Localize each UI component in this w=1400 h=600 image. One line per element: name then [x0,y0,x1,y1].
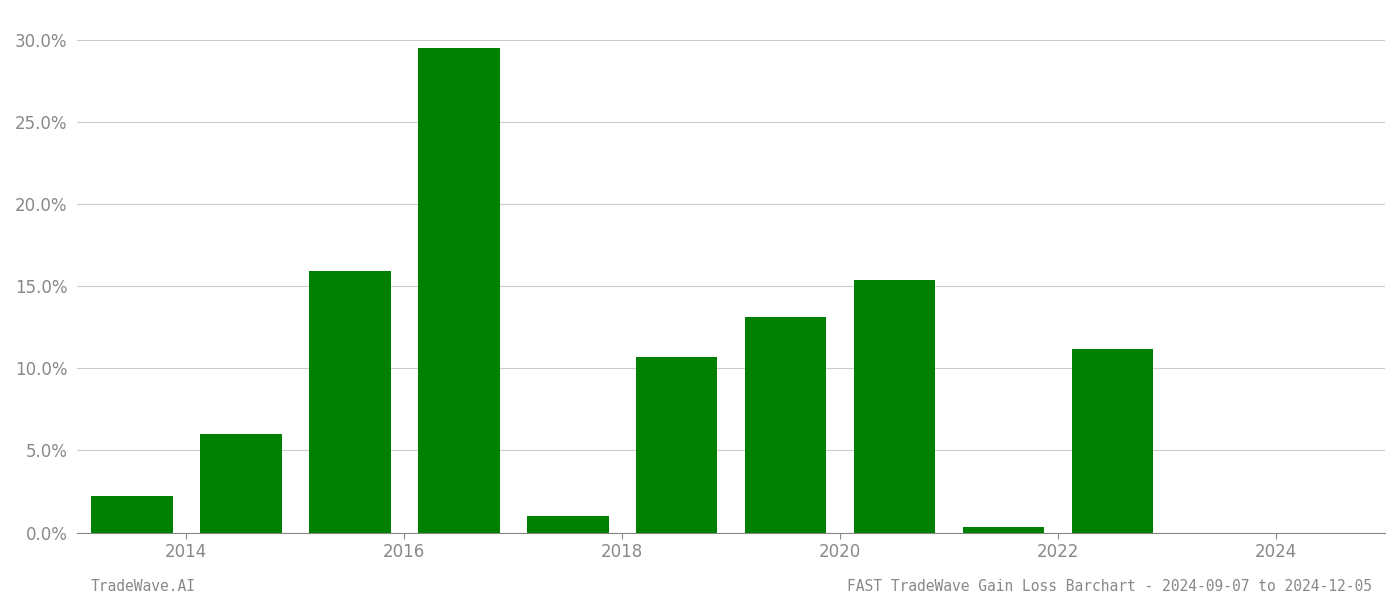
Bar [91,496,172,533]
Bar [526,516,609,533]
Bar [963,527,1044,533]
Bar [309,271,391,533]
Bar [200,434,281,533]
Text: FAST TradeWave Gain Loss Barchart - 2024-09-07 to 2024-12-05: FAST TradeWave Gain Loss Barchart - 2024… [847,579,1372,594]
Text: TradeWave.AI: TradeWave.AI [91,579,196,594]
Bar [1071,349,1154,533]
Bar [636,357,717,533]
Bar [745,317,826,533]
Bar [854,280,935,533]
Bar [417,48,500,533]
